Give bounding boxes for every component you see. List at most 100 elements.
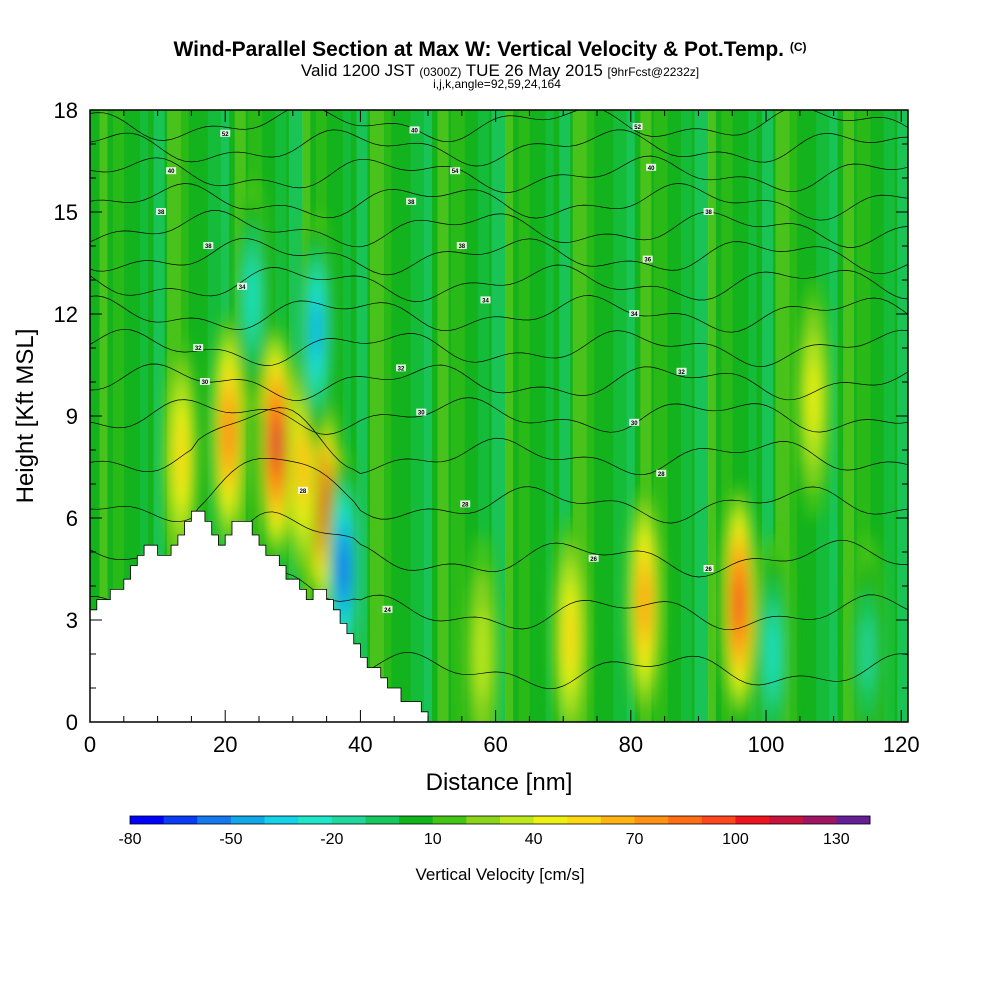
x-axis: 0 20 40 60 80 100 120 [84,110,920,757]
colorbar: -80 -50 -20 10 40 70 100 130 [118,815,871,848]
y-tick-label: 3 [66,608,78,633]
colorbar-segment [130,816,165,824]
theta-contour [90,264,908,302]
colorbar-segment [466,816,501,824]
colorbar-segment [769,816,804,824]
velocity-core-level [475,607,490,701]
theta-label: 32 [676,367,687,376]
theta-label-text: 36 [644,258,651,264]
theta-label: 32 [193,344,204,352]
theta-label-text: 38 [458,244,465,250]
subtitle-utc: (0300Z) [419,65,461,79]
velocity-field: 52 40 52 40 54 40 38 38 38 38 38 36 34 34 34 32 32 32 30 30… [90,110,908,722]
velocity-core-level [807,361,820,437]
field-stripe [762,110,774,722]
field-stripe [383,110,392,722]
velocity-core [211,313,246,553]
theta-label: 28 [297,486,308,495]
theta-label: 52 [632,123,643,131]
colorbar-segment [331,816,366,824]
chart-subtitle: Valid 1200 JST (0300Z) TUE 26 May 2015 [… [301,61,699,80]
theta-label-text: 32 [678,370,685,376]
theta-label-text: 28 [658,472,665,478]
velocity-core [235,177,270,417]
theta-label-text: 26 [705,567,712,573]
theta-label-text: 34 [482,298,489,304]
field-stripe [707,110,716,722]
field-stripe [153,110,165,722]
field-stripe [478,110,490,722]
colorbar-segment [365,816,400,824]
theta-label-text: 38 [705,210,712,216]
field-stripe [396,110,408,722]
colorbar-tick-label: 40 [525,831,543,848]
chart-title-block: Wind-Parallel Section at Max W: Vertical… [173,38,806,91]
chart-indices: i,j,k,angle=92,59,24,164 [433,77,561,91]
field-stripe [559,110,571,722]
y-tick-label: 9 [66,404,78,429]
theta-label-text: 24 [384,608,391,614]
velocity-core [465,534,500,722]
colorbar-tick-label: 10 [424,831,442,848]
y-tick-label: 15 [54,200,78,225]
colorbar-segment [634,816,669,824]
theta-label-text: 38 [408,200,415,206]
theta-label: 40 [166,167,177,175]
theta-label: 24 [382,605,393,614]
velocity-core [796,279,831,519]
theta-label-text: 52 [634,125,641,131]
colorbar-segment [197,816,232,824]
theta-label: 28 [460,500,471,508]
theta-contour [90,295,908,333]
colorbar-frame [129,815,871,825]
x-tick-label: 60 [483,732,507,757]
velocity-core-level [564,605,575,669]
theta-label-text: 40 [648,166,655,172]
velocity-core-level [298,438,308,496]
theta-contour [90,183,908,221]
colorbar-segment [500,816,535,824]
field-stripe [694,110,709,722]
theta-contour [90,363,908,401]
field-stripe [748,110,757,722]
theta-label: 26 [703,565,714,573]
field-stripe [789,110,798,722]
colorbar-segment [533,816,568,824]
field-stripe [613,110,628,722]
velocity-core [755,534,790,722]
theta-label-text: 38 [205,244,212,250]
theta-label: 40 [646,163,657,172]
chart-title-mark: (C) [790,40,807,54]
colorbar-tick-label: -80 [118,831,141,848]
theta-label-text: 52 [222,132,229,138]
colorbar-tick-label: 70 [626,831,644,848]
field-stripe [599,110,611,722]
colorbar-segment [432,816,467,824]
velocity-core-level [312,305,321,357]
colorbar-tick-label: 100 [722,831,749,848]
velocity-core [627,483,662,722]
theta-label: 38 [203,242,214,250]
colorbar-segment [735,816,770,824]
colorbar-segment [163,816,198,824]
field-stripe [883,110,895,722]
field-stripe [342,110,351,722]
field-stripe [870,110,879,722]
theta-label-text: 32 [195,346,202,352]
theta-label-text: 54 [452,169,459,175]
field-stripe [721,110,733,722]
velocity-core [850,534,885,722]
colorbar-segment [264,816,299,824]
theta-label: 30 [416,408,427,417]
theta-label-text: 28 [462,502,469,508]
theta-label-text: 30 [202,380,209,386]
theta-label-text: 40 [168,169,175,175]
x-tick-label: 40 [348,732,372,757]
velocity-core-level [224,409,233,457]
field-stripe [843,110,855,722]
field-stripe [369,110,384,722]
subtitle-valid: Valid 1200 JST [301,61,415,80]
field-stripe [680,110,692,722]
colorbar-segment [802,816,837,824]
